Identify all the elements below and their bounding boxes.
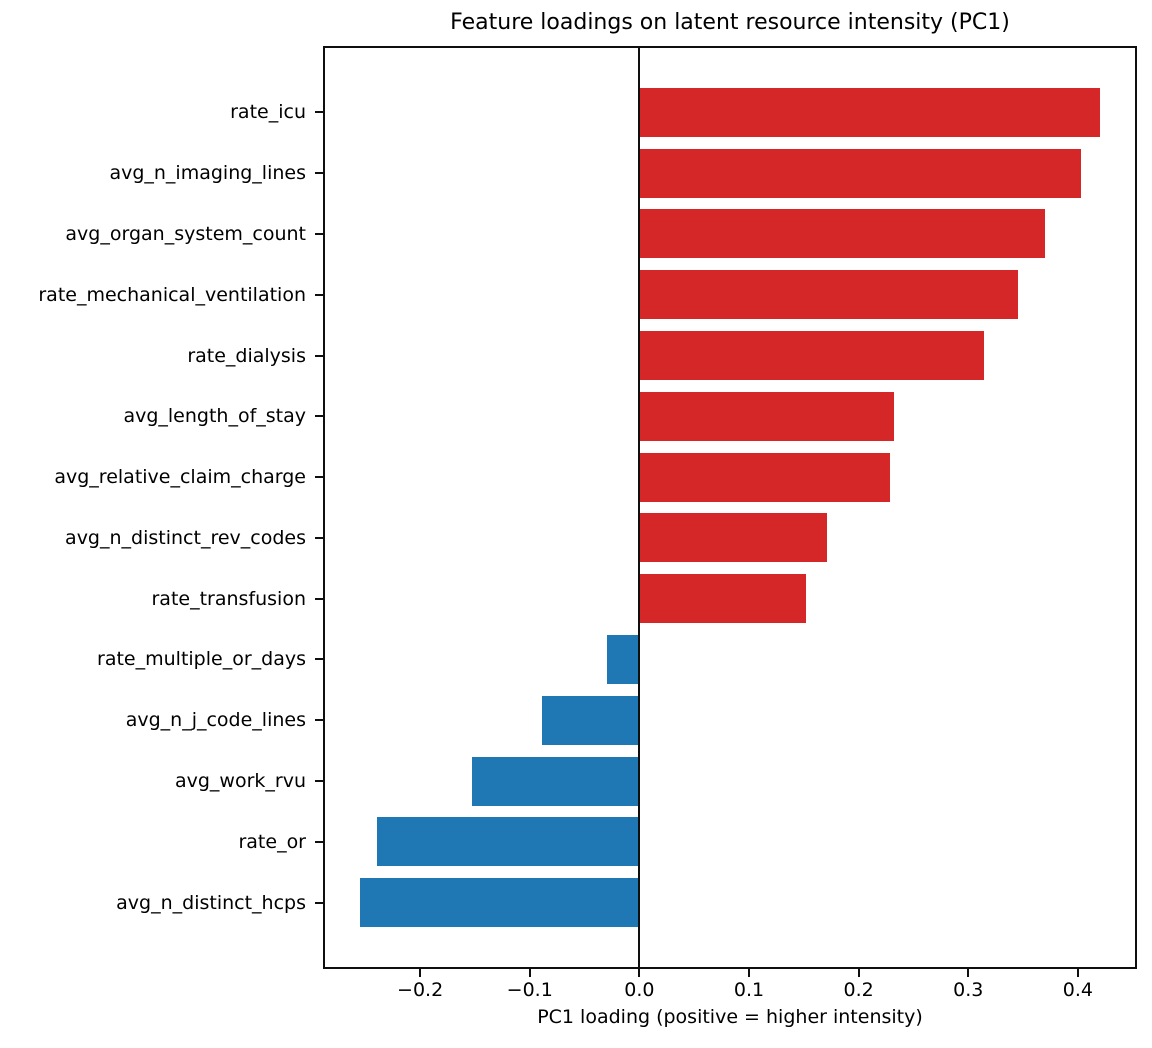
y-tick-label-avg_n_j_code_lines: avg_n_j_code_lines bbox=[125, 709, 306, 732]
y-tick-label-avg_organ_system_count: avg_organ_system_count bbox=[65, 222, 306, 245]
y-tick-label-rate_icu: rate_icu bbox=[230, 101, 306, 124]
bar-avg_n_distinct_rev_codes bbox=[639, 513, 827, 563]
bar-avg_n_imaging_lines bbox=[639, 148, 1082, 198]
x-tick-label: −0.1 bbox=[506, 979, 553, 1001]
y-tick-mark bbox=[315, 293, 323, 296]
y-tick-mark bbox=[315, 111, 323, 114]
x-tick-label: 0.4 bbox=[1062, 979, 1094, 1001]
y-tick-mark bbox=[315, 780, 323, 783]
y-tick-label-avg_relative_claim_charge: avg_relative_claim_charge bbox=[54, 466, 306, 489]
x-axis-label: PC1 loading (positive = higher intensity… bbox=[537, 1006, 923, 1028]
x-tick-mark bbox=[967, 969, 970, 977]
x-tick-mark bbox=[857, 969, 860, 977]
y-tick-mark bbox=[315, 172, 323, 175]
chart-title: Feature loadings on latent resource inte… bbox=[450, 10, 1010, 35]
y-tick-mark bbox=[315, 597, 323, 600]
x-tick-mark bbox=[638, 969, 641, 977]
y-tick-label-avg_work_rvu: avg_work_rvu bbox=[174, 770, 306, 793]
bar-rate_dialysis bbox=[639, 331, 984, 381]
y-tick-label-rate_or: rate_or bbox=[238, 830, 306, 853]
y-tick-mark bbox=[315, 719, 323, 722]
y-tick-label-rate_dialysis: rate_dialysis bbox=[187, 344, 306, 367]
bar-avg_length_of_stay bbox=[639, 391, 894, 441]
plot-area bbox=[323, 46, 1137, 969]
y-tick-label-rate_transfusion: rate_transfusion bbox=[151, 587, 306, 610]
y-tick-label-avg_n_distinct_hcps: avg_n_distinct_hcps bbox=[116, 891, 306, 914]
bar-avg_n_j_code_lines bbox=[541, 695, 640, 745]
y-tick-label-rate_multiple_or_days: rate_multiple_or_days bbox=[97, 648, 306, 671]
y-tick-mark bbox=[315, 658, 323, 661]
x-tick-label: 0.0 bbox=[624, 979, 655, 1001]
x-tick-mark bbox=[419, 969, 422, 977]
y-tick-mark bbox=[315, 840, 323, 843]
x-tick-label: 0.2 bbox=[843, 979, 874, 1001]
zero-line bbox=[638, 46, 641, 969]
bar-rate_multiple_or_days bbox=[606, 634, 640, 684]
bar-rate_mechanical_ventilation bbox=[639, 270, 1018, 320]
y-tick-label-avg_n_distinct_rev_codes: avg_n_distinct_rev_codes bbox=[65, 526, 306, 549]
bar-avg_n_distinct_hcps bbox=[359, 878, 640, 928]
y-tick-mark bbox=[315, 354, 323, 357]
x-tick-label: −0.2 bbox=[397, 979, 444, 1001]
y-tick-mark bbox=[315, 536, 323, 539]
y-tick-mark bbox=[315, 901, 323, 904]
y-tick-label-avg_length_of_stay: avg_length_of_stay bbox=[123, 405, 306, 428]
y-axis-labels: rate_icu avg_n_imaging_lines avg_organ_sys… bbox=[0, 46, 306, 969]
bar-avg_work_rvu bbox=[471, 756, 640, 806]
x-tick-label: 0.3 bbox=[953, 979, 984, 1001]
bar-avg_relative_claim_charge bbox=[639, 452, 891, 502]
x-tick-mark bbox=[1076, 969, 1079, 977]
y-tick-mark bbox=[315, 232, 323, 235]
y-tick-mark bbox=[315, 415, 323, 418]
x-tick-mark bbox=[528, 969, 531, 977]
bar-rate_or bbox=[377, 817, 640, 867]
y-tick-mark bbox=[315, 476, 323, 479]
y-tick-label-avg_n_imaging_lines: avg_n_imaging_lines bbox=[109, 162, 306, 185]
y-tick-label-rate_mechanical_ventilation: rate_mechanical_ventilation bbox=[38, 283, 306, 306]
x-tick-label: 0.1 bbox=[733, 979, 765, 1001]
x-tick-mark bbox=[748, 969, 751, 977]
bar-rate_transfusion bbox=[639, 574, 807, 624]
bar-rate_icu bbox=[639, 87, 1100, 137]
bar-avg_organ_system_count bbox=[639, 209, 1046, 259]
